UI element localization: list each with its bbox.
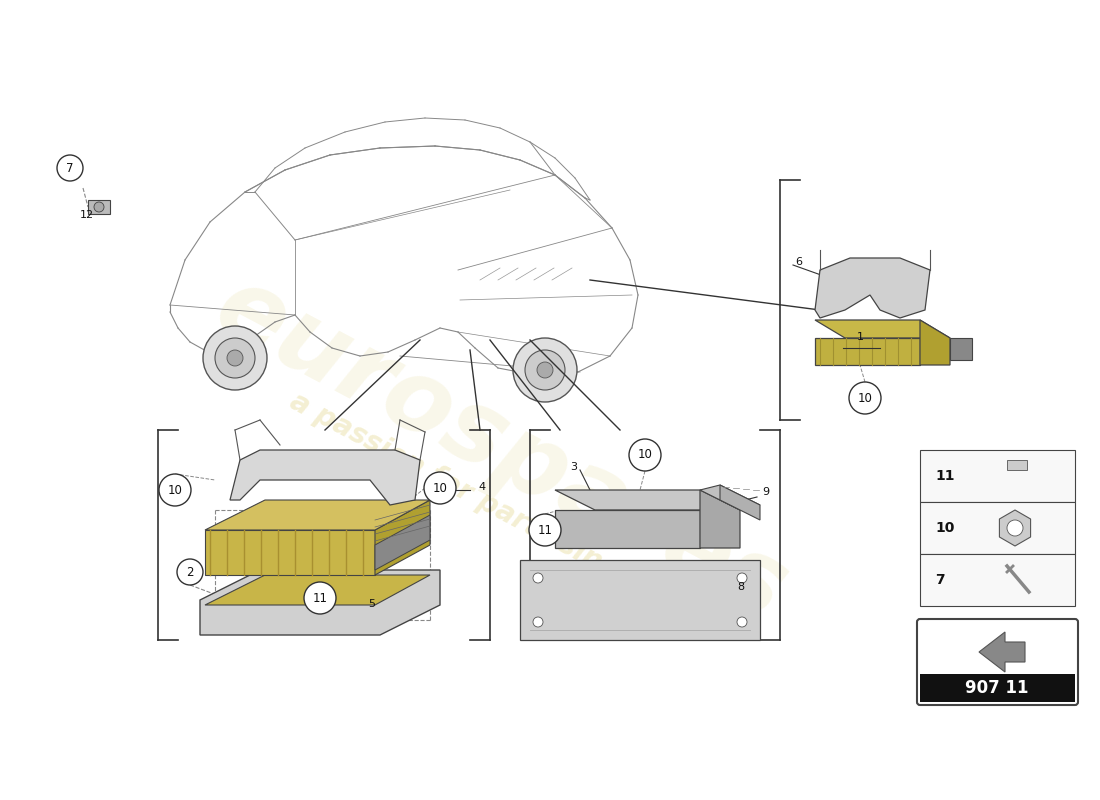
Polygon shape (205, 530, 375, 575)
Circle shape (1006, 520, 1023, 536)
Polygon shape (375, 500, 430, 575)
Circle shape (214, 338, 255, 378)
Circle shape (57, 155, 82, 181)
Circle shape (629, 439, 661, 471)
Text: 10: 10 (935, 521, 955, 535)
Circle shape (534, 573, 543, 583)
Text: 6: 6 (795, 257, 802, 267)
Circle shape (537, 362, 553, 378)
Text: 11: 11 (538, 523, 552, 537)
Polygon shape (720, 485, 760, 520)
Circle shape (227, 350, 243, 366)
Polygon shape (205, 500, 430, 530)
Text: 10: 10 (432, 482, 448, 494)
Polygon shape (700, 485, 760, 510)
Text: eurospares: eurospares (198, 258, 802, 642)
Bar (920, 502, 1075, 554)
Polygon shape (230, 450, 420, 505)
Text: 8: 8 (737, 582, 744, 592)
Polygon shape (200, 570, 440, 635)
Circle shape (94, 202, 104, 212)
Circle shape (534, 617, 543, 627)
Text: 9: 9 (762, 487, 769, 497)
Bar (920, 674, 1075, 702)
Polygon shape (815, 258, 930, 318)
Bar (920, 554, 1075, 606)
Circle shape (304, 582, 336, 614)
Circle shape (177, 559, 204, 585)
Polygon shape (979, 632, 1025, 672)
Polygon shape (375, 515, 430, 570)
Text: a passion for parts since 1995: a passion for parts since 1995 (285, 387, 715, 633)
Polygon shape (520, 560, 760, 640)
FancyBboxPatch shape (917, 619, 1078, 705)
Text: 12: 12 (80, 210, 95, 220)
Circle shape (737, 617, 747, 627)
Text: 7: 7 (66, 162, 74, 174)
Polygon shape (556, 510, 700, 548)
Polygon shape (815, 338, 920, 365)
Circle shape (737, 573, 747, 583)
Polygon shape (205, 575, 430, 605)
Text: 907 11: 907 11 (966, 679, 1028, 697)
Text: 11: 11 (935, 469, 955, 483)
Bar (88, 200, 110, 214)
Polygon shape (700, 490, 740, 548)
Text: 10: 10 (858, 391, 872, 405)
Text: 10: 10 (638, 449, 652, 462)
Polygon shape (920, 320, 950, 365)
Circle shape (424, 472, 456, 504)
Text: 5: 5 (368, 599, 375, 609)
Polygon shape (815, 320, 950, 338)
Text: 4: 4 (478, 482, 485, 492)
Bar (950, 338, 972, 360)
Bar (920, 450, 1075, 502)
Circle shape (849, 382, 881, 414)
Text: 2: 2 (186, 566, 194, 578)
Text: 3: 3 (570, 462, 578, 472)
Bar (1006, 460, 1027, 470)
Polygon shape (556, 490, 740, 510)
Text: 10: 10 (167, 483, 183, 497)
Circle shape (529, 514, 561, 546)
Circle shape (160, 474, 191, 506)
Circle shape (525, 350, 565, 390)
Circle shape (513, 338, 578, 402)
Text: 7: 7 (935, 573, 945, 587)
Text: 11: 11 (312, 591, 328, 605)
Circle shape (204, 326, 267, 390)
Text: 1: 1 (857, 332, 864, 342)
Polygon shape (1000, 510, 1031, 546)
